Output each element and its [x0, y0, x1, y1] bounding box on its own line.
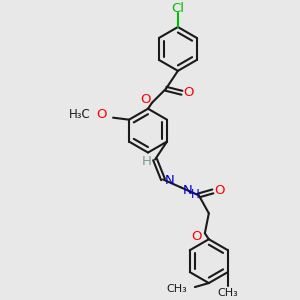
- Text: O: O: [140, 93, 150, 106]
- Text: CH₃: CH₃: [218, 288, 238, 298]
- Text: O: O: [96, 108, 106, 121]
- Text: O: O: [192, 230, 202, 243]
- Text: N: N: [165, 174, 175, 187]
- Text: O: O: [184, 86, 194, 99]
- Text: Cl: Cl: [171, 2, 184, 15]
- Text: H: H: [190, 188, 199, 201]
- Text: H: H: [142, 155, 152, 168]
- Text: CH₃: CH₃: [166, 284, 187, 294]
- Text: H₃C: H₃C: [68, 108, 90, 121]
- Text: N: N: [183, 184, 193, 197]
- Text: O: O: [214, 184, 225, 197]
